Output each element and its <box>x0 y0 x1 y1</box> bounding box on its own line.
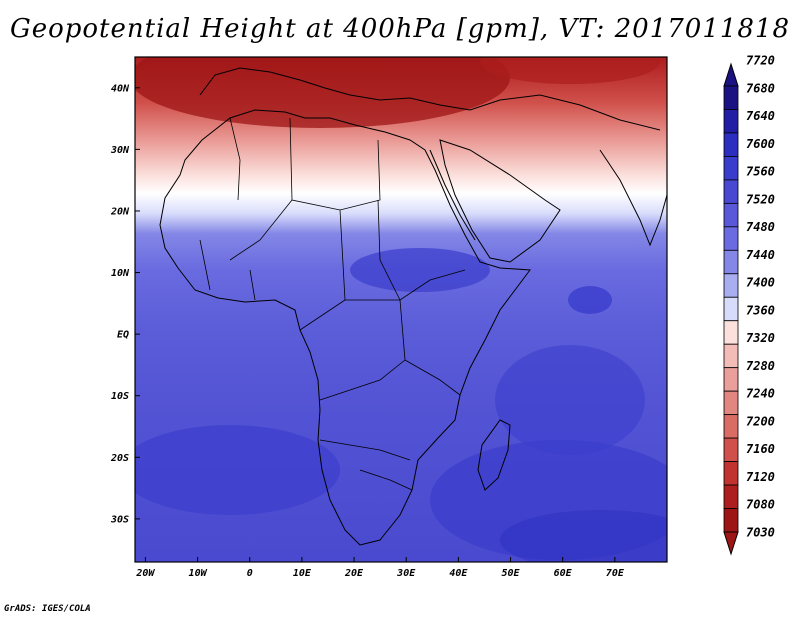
colorbar-swatch <box>723 367 739 392</box>
colorbar-swatch <box>723 343 739 369</box>
lon-tick-label: 70E <box>606 568 625 579</box>
colorbar-swatch <box>723 414 739 439</box>
colorbar-label: 7560 <box>746 165 775 179</box>
red-sea-coast <box>429 149 476 241</box>
colorbar-swatch <box>723 202 739 228</box>
colorbar-swatch <box>723 437 739 462</box>
colorbar-label: 7360 <box>746 303 775 317</box>
madagascar-coastline <box>477 419 511 491</box>
latitude-axis: 40N 30N 20N 10N EQ 10S 20S 30S <box>110 83 140 525</box>
colorbar-swatch <box>723 156 739 181</box>
colorbar-swatch <box>723 320 739 345</box>
country-borders <box>199 117 466 491</box>
colorbar-bottom-arrow <box>723 531 739 556</box>
lon-tick-label: 10W <box>189 568 208 579</box>
colorbar-label: 7680 <box>746 81 775 95</box>
colorbar-label: 7200 <box>746 414 775 428</box>
colorbar-label: 7240 <box>746 387 775 401</box>
lat-tick-label: 20S <box>110 453 129 464</box>
colorbar-label: 7120 <box>746 470 775 484</box>
colorbar-label: 7320 <box>746 331 775 345</box>
lon-tick-label: 60E <box>554 568 573 579</box>
lon-tick-label: 40E <box>449 568 468 579</box>
colorbar-swatch <box>723 484 739 509</box>
lat-tick-label: 30S <box>110 514 129 525</box>
colorbar-swatch <box>723 461 739 486</box>
europe-coast <box>199 67 661 131</box>
lat-tick-label: EQ <box>117 330 129 341</box>
colorbar-label: 7480 <box>746 220 775 234</box>
lon-tick-label: 20W <box>135 568 155 579</box>
lon-tick-label: 50E <box>501 568 520 579</box>
lat-tick-label: 30N <box>110 145 130 156</box>
colorbar-label: 7400 <box>746 276 775 290</box>
colorbar-swatch <box>723 508 739 533</box>
colorbar-label: 7720 <box>746 54 775 68</box>
lon-tick-label: 0 <box>247 568 253 579</box>
plot-frame <box>134 56 668 563</box>
colorbar-label: 7160 <box>746 442 775 456</box>
lon-tick-label: 20E <box>344 568 364 579</box>
map-title: Geopotential Height at 400hPa [gpm], VT:… <box>9 14 791 44</box>
arabian-peninsula <box>439 139 561 263</box>
lat-tick-label: 10S <box>111 391 129 402</box>
colorbar-swatch <box>723 85 739 110</box>
colorbar-label: 7080 <box>746 498 775 512</box>
colorbar-swatch <box>723 132 739 157</box>
colorbar-swatch <box>723 179 739 204</box>
colorbar-label: 7640 <box>746 109 775 123</box>
colorbar-swatch <box>723 226 739 251</box>
lat-tick-label: 20N <box>110 206 130 217</box>
lat-tick-label: 10N <box>111 268 130 279</box>
colorbar-top-arrow <box>723 62 739 87</box>
india-coast <box>599 149 667 247</box>
colorbar: 7720 7680 7640 7600 7560 7520 7480 7440 7400 7360… <box>723 54 775 556</box>
lon-tick-label: 30E <box>396 568 416 579</box>
colorbar-swatch <box>723 273 739 298</box>
colorbar-swatch <box>723 109 739 134</box>
colorbar-swatch <box>723 390 739 416</box>
colorbar-label: 7520 <box>746 192 775 206</box>
colorbar-swatch <box>723 296 739 322</box>
lon-tick-label: 10E <box>293 568 312 579</box>
coastlines <box>159 67 667 546</box>
colorbar-label: 7280 <box>746 359 775 373</box>
longitude-axis: 20W 10W 0 10E 20E 30E 40E 50E 60E 70E <box>135 557 625 579</box>
colorbar-swatch <box>723 249 739 275</box>
africa-coastline <box>159 109 531 546</box>
colorbar-label: 7440 <box>746 248 775 262</box>
lat-tick-label: 40N <box>111 83 130 94</box>
colorbar-label: 7600 <box>746 137 775 151</box>
colorbar-label: 7030 <box>746 526 775 540</box>
grads-credit: GrADS: IGES/COLA <box>4 604 91 614</box>
